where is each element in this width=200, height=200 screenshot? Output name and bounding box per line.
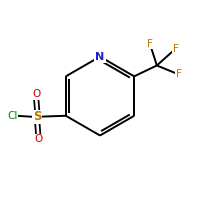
- Text: O: O: [32, 89, 40, 99]
- Text: F: F: [147, 39, 153, 49]
- Text: N: N: [95, 52, 105, 62]
- Text: F: F: [173, 44, 179, 54]
- Text: O: O: [34, 134, 42, 144]
- Text: F: F: [176, 69, 181, 79]
- Text: S: S: [33, 110, 41, 123]
- Text: Cl: Cl: [7, 111, 18, 121]
